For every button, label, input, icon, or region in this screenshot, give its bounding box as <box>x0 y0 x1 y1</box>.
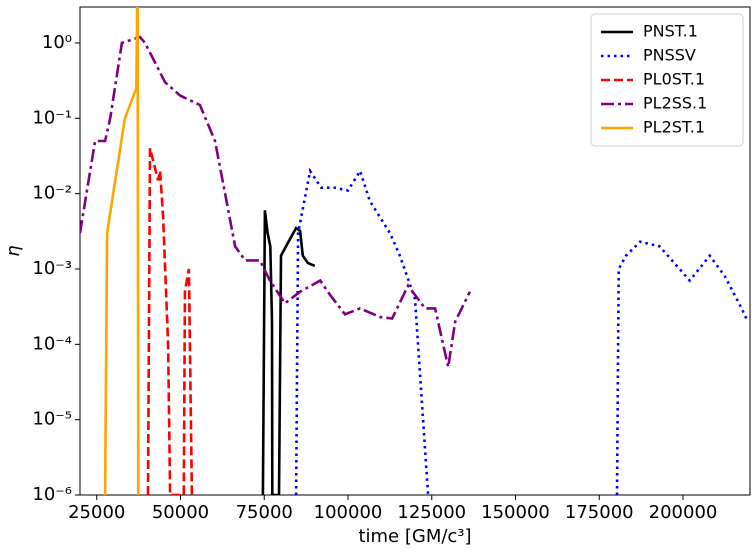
legend-label: PL0ST.1 <box>643 70 705 89</box>
x-axis-label: time [GM/c³] <box>358 526 471 547</box>
legend-label: PNST.1 <box>643 22 698 41</box>
legend-label: PL2SS.1 <box>643 94 707 113</box>
y-tick-label: 10⁻⁶ <box>32 484 72 505</box>
x-tick-label: 100000 <box>314 502 383 523</box>
x-tick-label: 175000 <box>565 502 634 523</box>
axes: 25000 50000 75000 100000 125000 150000 175000 2… <box>32 32 717 523</box>
y-tick-label: 10⁻⁴ <box>32 333 72 354</box>
legend-label: PNSSV <box>643 46 696 65</box>
legend: PNST.1 PNSSV PL0ST.1 PL2SS.1 PL2ST.1 <box>590 13 744 147</box>
x-tick-label: 75000 <box>236 502 293 523</box>
x-tick-label: 125000 <box>397 502 466 523</box>
y-tick-label: 10⁰ <box>42 32 72 53</box>
series-line <box>294 167 749 495</box>
legend-box <box>590 13 744 147</box>
series-line <box>261 210 316 495</box>
series-line <box>103 7 140 495</box>
x-tick-label: 200000 <box>649 502 718 523</box>
series-line <box>146 147 194 495</box>
y-tick-label: 10⁻² <box>32 183 72 204</box>
legend-label: PL2ST.1 <box>643 118 705 137</box>
y-tick-label: 10⁻¹ <box>32 107 72 128</box>
y-tick-label: 10⁻³ <box>32 258 72 279</box>
x-tick-label: 50000 <box>152 502 209 523</box>
x-tick-label: 25000 <box>68 502 125 523</box>
x-tick-label: 150000 <box>481 502 550 523</box>
y-tick-label: 10⁻⁵ <box>32 409 72 430</box>
plot-area <box>80 7 749 495</box>
y-axis-label: η <box>3 245 24 256</box>
